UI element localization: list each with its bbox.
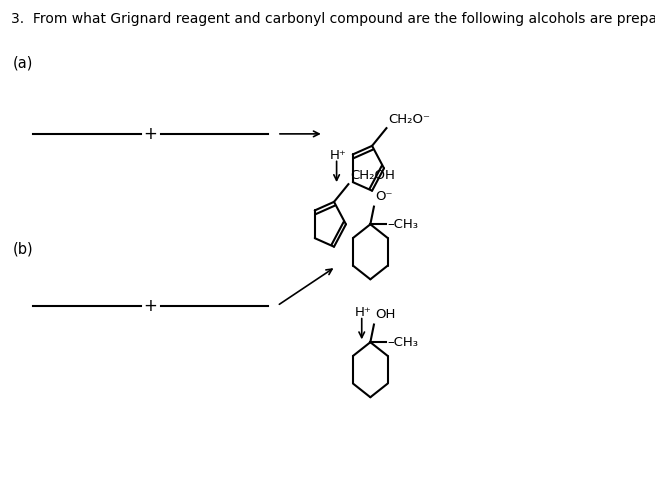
Text: OH: OH	[375, 308, 396, 321]
Text: O⁻: O⁻	[375, 190, 393, 202]
Text: –CH₃: –CH₃	[388, 336, 419, 348]
Text: H⁺: H⁺	[329, 149, 346, 162]
Text: (b): (b)	[13, 242, 33, 257]
Text: CH₂O⁻: CH₂O⁻	[388, 113, 430, 126]
Text: (a): (a)	[13, 55, 33, 70]
Text: 3.  From what Grignard reagent and carbonyl compound are the following alcohols : 3. From what Grignard reagent and carbon…	[11, 12, 655, 26]
Text: –CH₃: –CH₃	[388, 218, 419, 231]
Text: H⁺: H⁺	[354, 306, 371, 319]
Text: CH₂OH: CH₂OH	[350, 169, 395, 182]
Text: +: +	[143, 125, 158, 143]
Text: +: +	[143, 297, 158, 315]
